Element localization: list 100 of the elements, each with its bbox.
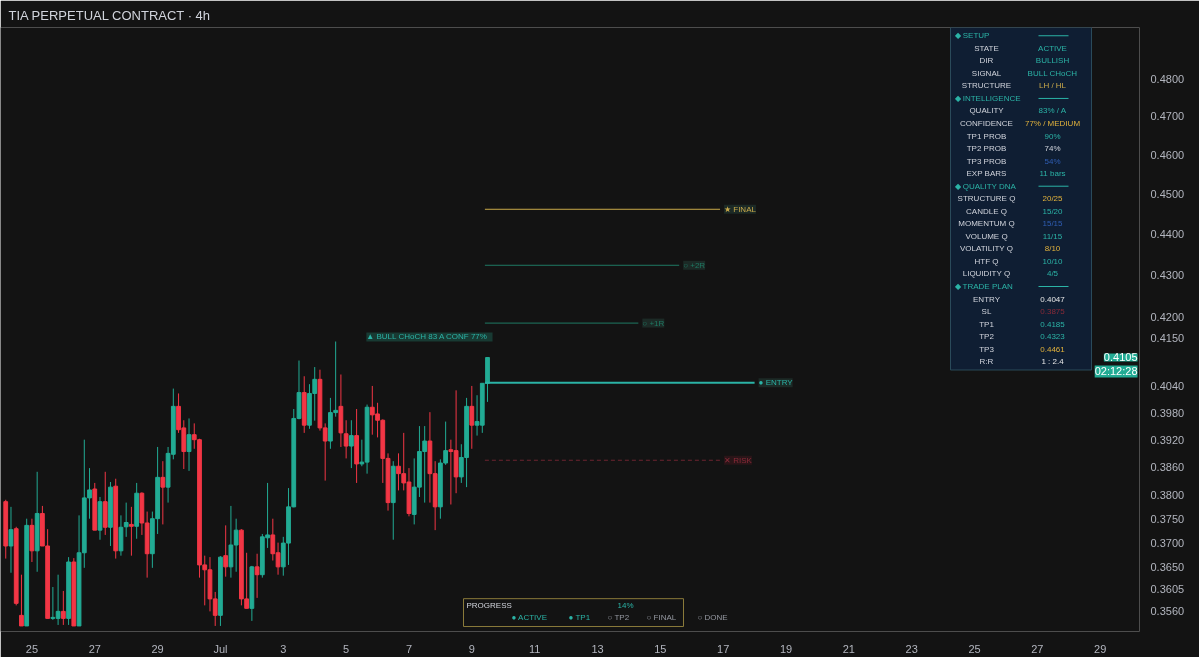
annotation: BULLISH	[1035, 56, 1070, 66]
candlestick	[129, 506, 134, 557]
x-tick-label: 29	[1094, 642, 1107, 655]
annotation: CANDLE Q	[966, 206, 1007, 216]
x-tick-label: 11	[528, 642, 541, 655]
chart-title: TIA PERPETUAL CONTRACT · 4h	[8, 7, 211, 23]
candlestick	[160, 460, 166, 525]
candlestick	[186, 417, 192, 472]
annotation: TP1 PROB	[966, 131, 1007, 141]
annotation: 14%	[617, 601, 634, 611]
ref-line-label: ★ FINAL	[724, 204, 757, 214]
annotation: TP2	[979, 332, 995, 342]
x-tick-label: 9	[468, 642, 475, 655]
y-tick-label: 0.4300	[1150, 268, 1185, 281]
annotation: EXP BARS	[966, 169, 1007, 179]
x-tick-label: 7	[405, 642, 413, 655]
x-tick-label: 13	[591, 642, 604, 655]
candlestick	[348, 419, 354, 469]
ref-line-label: ○ +2R	[683, 260, 706, 270]
candlestick	[223, 524, 229, 578]
annotation: 0.4185	[1040, 319, 1066, 329]
annotation: ◆ TRADE PLAN	[954, 282, 1014, 292]
candlestick	[60, 590, 66, 626]
annotation: 20/25	[1042, 194, 1064, 204]
annotation: MOMENTUM Q	[958, 219, 1015, 229]
annotation: ◆ INTELLIGENCE	[954, 93, 1021, 103]
y-tick-label: 0.4150	[1150, 332, 1185, 345]
annotation: 0.4461	[1040, 344, 1066, 354]
annotation: ◆ QUALITY DNA	[954, 181, 1017, 191]
y-tick-label: 0.3605	[1150, 582, 1185, 595]
y-tick-label: 0.4700	[1150, 110, 1185, 123]
annotation: BULL CHoCH	[1027, 68, 1078, 78]
annotation: ○ TP2	[607, 613, 630, 623]
annotation: R:R	[979, 357, 994, 367]
x-tick-label: 27	[88, 642, 101, 655]
x-tick-label: 5	[343, 642, 350, 655]
annotation: 0.4105	[1103, 351, 1138, 364]
annotation: CONFIDENCE	[960, 119, 1013, 129]
y-tick-label: 0.4400	[1150, 227, 1185, 240]
annotation: 15/20	[1042, 206, 1064, 216]
x-tick-label: Jul	[213, 642, 228, 655]
annotation: 10/10	[1042, 256, 1064, 266]
candlestick	[118, 514, 124, 557]
x-tick-label: 27	[1031, 642, 1044, 655]
annotation: 54%	[1044, 156, 1061, 166]
annotation: 11/15	[1042, 231, 1063, 241]
annotation: TP1	[979, 319, 995, 329]
y-tick-label: 0.3700	[1150, 536, 1185, 549]
ref-line-label: ✕ RISK	[724, 455, 753, 465]
annotation: 15/15	[1042, 219, 1064, 229]
y-tick-label: 0.3860	[1150, 461, 1185, 474]
x-tick-label: 3	[280, 642, 287, 655]
y-tick-label: 0.4600	[1150, 148, 1185, 161]
annotation: 8/10	[1044, 244, 1061, 254]
annotation: ◆ SETUP	[954, 31, 990, 41]
annotation: TP3 PROB	[966, 156, 1007, 166]
annotation: ACTIVE	[1038, 43, 1067, 53]
annotation: VOLUME Q	[965, 231, 1008, 241]
x-tick-label: 25	[968, 642, 981, 655]
candlestick	[123, 502, 129, 538]
annotation: TP3	[979, 344, 995, 354]
annotation: 0.4323	[1040, 332, 1066, 342]
x-tick-label: 15	[654, 642, 667, 655]
annotation: SIGNAL	[971, 68, 1002, 78]
y-tick-label: 0.3560	[1150, 605, 1185, 618]
annotation: STRUCTURE	[961, 81, 1012, 91]
annotation: 11 bars	[1039, 169, 1066, 179]
x-tick-label: 23	[905, 642, 918, 655]
ref-line-label: ○ +1R	[642, 318, 665, 328]
annotation: ● ACTIVE	[511, 613, 548, 623]
annotation: ENTRY	[973, 294, 1001, 304]
annotation: DIR	[979, 56, 994, 66]
ref-line-label: ● ENTRY	[758, 378, 794, 388]
y-tick-label: 0.3920	[1150, 433, 1185, 446]
y-tick-label: 0.3980	[1150, 406, 1185, 419]
annotation: 4/5	[1046, 269, 1059, 279]
x-tick-label: 29	[151, 642, 164, 655]
annotation: LH / HL	[1038, 81, 1067, 91]
y-tick-label: 0.3750	[1150, 512, 1185, 525]
annotation: QUALITY	[969, 106, 1005, 116]
annotation: 83% / A	[1038, 106, 1067, 116]
annotation: VOLATILITY Q	[959, 244, 1013, 254]
candlestick	[8, 506, 14, 574]
candlestick	[19, 574, 24, 627]
annotation: 74%	[1044, 144, 1061, 154]
annotation: 0.3875	[1040, 307, 1066, 317]
y-tick-label: 0.3650	[1150, 560, 1185, 573]
annotation: 77% / MEDIUM	[1024, 119, 1081, 129]
annotation: ▲ BULL CHoCH 83 A CONF 77%	[366, 332, 487, 342]
annotation: ○ DONE	[697, 613, 728, 623]
annotation: 02:12:28	[1094, 365, 1138, 378]
annotation: TP2 PROB	[966, 144, 1007, 154]
y-tick-label: 0.3800	[1150, 489, 1185, 502]
y-tick-label: 0.4040	[1150, 379, 1185, 392]
annotation: HTF Q	[974, 256, 999, 266]
x-tick-label: 25	[25, 642, 39, 655]
annotation: SL	[981, 307, 992, 317]
candlestick	[469, 385, 475, 450]
annotation: STATE	[974, 43, 999, 53]
y-tick-label: 0.4500	[1150, 187, 1185, 200]
